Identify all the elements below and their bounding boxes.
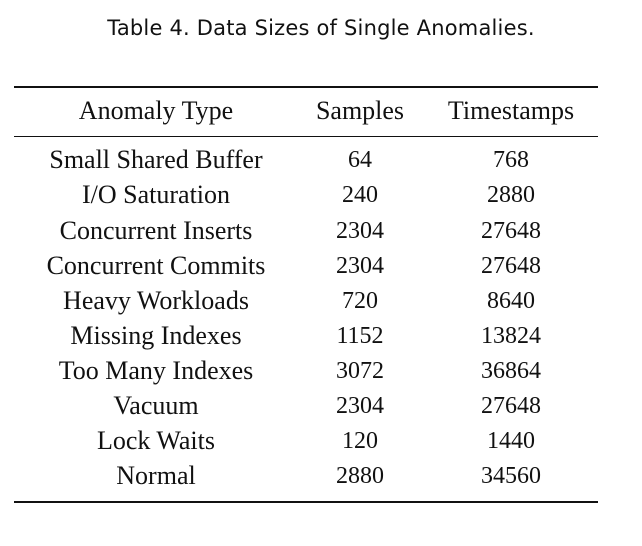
anomaly-type-cell: Concurrent Inserts bbox=[59, 216, 253, 245]
timestamps-cell: 13824 bbox=[481, 323, 541, 349]
anomaly-type-cell: Small Shared Buffer bbox=[49, 145, 263, 174]
bottom-rule bbox=[14, 501, 598, 503]
header-anomaly-type: Anomaly Type bbox=[78, 96, 234, 125]
anomaly-type-cell: Vacuum bbox=[113, 391, 199, 420]
samples-cell: 2304 bbox=[336, 393, 384, 419]
header-rule bbox=[14, 136, 598, 137]
header-samples: Samples bbox=[315, 96, 405, 125]
timestamps-cell: 2880 bbox=[487, 182, 535, 208]
samples-cell: 720 bbox=[342, 288, 378, 314]
samples-cell: 120 bbox=[342, 428, 378, 454]
header-timestamps: Timestamps bbox=[447, 96, 575, 125]
timestamps-cell: 27648 bbox=[481, 218, 541, 244]
samples-cell: 2304 bbox=[336, 218, 384, 244]
timestamps-cell: 1440 bbox=[487, 428, 535, 454]
samples-cell: 1152 bbox=[336, 323, 384, 349]
timestamps-cell: 36864 bbox=[481, 358, 541, 384]
anomaly-type-cell: Lock Waits bbox=[96, 426, 215, 455]
anomaly-type-cell: Heavy Workloads bbox=[63, 286, 249, 315]
samples-cell: 64 bbox=[348, 147, 372, 173]
samples-cell: 2304 bbox=[336, 253, 384, 279]
samples-cell: 2880 bbox=[336, 463, 384, 489]
timestamps-cell: 8640 bbox=[487, 288, 535, 314]
samples-cell: 240 bbox=[342, 182, 378, 208]
anomaly-type-cell: Concurrent Commits bbox=[46, 251, 266, 280]
timestamps-cell: 27648 bbox=[481, 393, 541, 419]
timestamps-cell: 34560 bbox=[481, 463, 541, 489]
timestamps-cell: 768 bbox=[493, 147, 529, 173]
table-caption: Table 4. Data Sizes of Single Anomalies. bbox=[107, 16, 535, 40]
timestamps-cell: 27648 bbox=[481, 253, 541, 279]
anomaly-type-cell: I/O Saturation bbox=[81, 180, 231, 209]
top-rule bbox=[14, 86, 598, 88]
anomaly-type-cell: Missing Indexes bbox=[70, 321, 242, 350]
anomaly-type-cell: Normal bbox=[116, 461, 196, 490]
samples-cell: 3072 bbox=[336, 358, 384, 384]
anomaly-type-cell: Too Many Indexes bbox=[58, 356, 254, 385]
